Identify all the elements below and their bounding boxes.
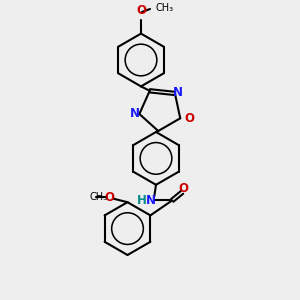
Text: O: O (184, 112, 194, 125)
Text: H: H (137, 194, 147, 207)
Text: O: O (104, 191, 115, 204)
Text: N: N (173, 86, 183, 99)
Text: O: O (136, 4, 146, 17)
Text: N: N (130, 107, 140, 121)
Text: N: N (146, 194, 156, 207)
Text: CH₃: CH₃ (156, 3, 174, 13)
Text: O: O (178, 182, 189, 196)
Text: CH₃: CH₃ (89, 191, 107, 202)
